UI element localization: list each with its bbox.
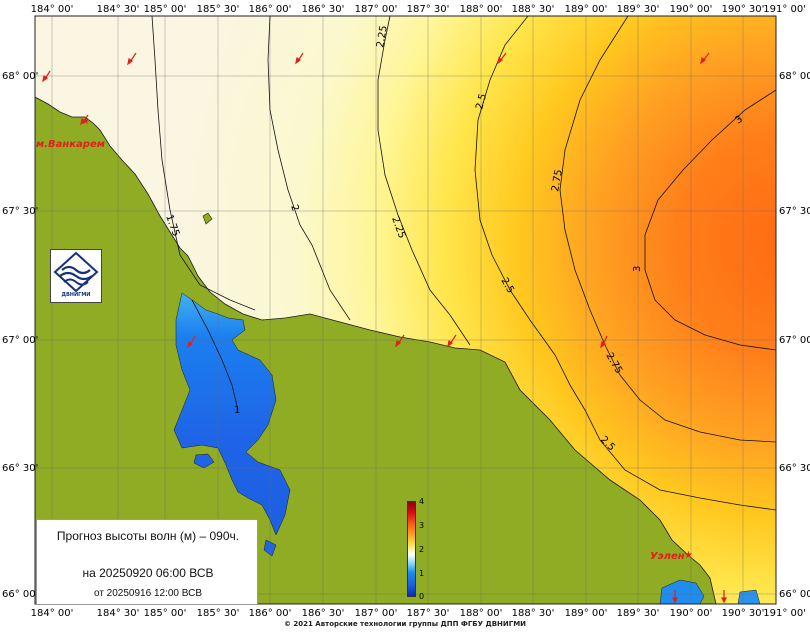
- colorbar-tick: 2: [419, 545, 425, 554]
- forecast-issued-date: от 20250916 12:00 ВСВ: [93, 588, 202, 599]
- longitude-label: 190° 30': [722, 4, 765, 15]
- isoline-1: [191, 299, 239, 411]
- longitude-label: 188° 00': [460, 608, 503, 619]
- contour-label: 3: [632, 266, 643, 272]
- latitude-label: 68° 00': [2, 71, 38, 82]
- map-frame: [34, 15, 777, 605]
- contour-label: 2: [288, 203, 301, 213]
- contour-label: 2.5: [474, 93, 489, 111]
- colorbar-tick: 4: [419, 497, 425, 506]
- longitude-label: 187° 30': [407, 4, 450, 15]
- dvnigmi-logo: ДВНИГМИ: [50, 249, 102, 303]
- latitude-label: 67° 00': [2, 335, 38, 346]
- wave-direction-arrow-icon: [600, 335, 608, 349]
- longitude-label: 190° 00': [670, 608, 713, 619]
- latitude-labels-right: 68° 00' 67° 30' 67° 00' 66° 30' 66° 00': [779, 71, 810, 600]
- longitude-label: 188° 00': [460, 4, 503, 15]
- wave-height-isolines: [151, 15, 777, 511]
- forecast-title: Прогноз высоты волн (м) – 090ч.: [56, 529, 240, 543]
- wave-direction-arrow-icon: [42, 70, 51, 83]
- longitude-label: 189° 30': [617, 608, 660, 619]
- contour-label: 1: [234, 405, 240, 416]
- longitude-label: 186° 30': [302, 608, 345, 619]
- longitude-label: 185° 00': [144, 608, 187, 619]
- contour-label: 2.25: [375, 25, 390, 49]
- wave-height-colorbar: [407, 501, 416, 597]
- isoline-3: [644, 89, 777, 351]
- wave-direction-arrow-icon: [80, 114, 89, 126]
- longitude-labels-bottom: 184° 00' 184° 30' 185° 00' 185° 30' 186°…: [31, 608, 806, 619]
- longitude-label: 189° 00': [565, 608, 608, 619]
- latitude-label: 67° 30': [2, 206, 38, 217]
- longitude-label: 187° 00': [355, 4, 398, 15]
- latitude-label: 67° 30': [779, 206, 810, 217]
- isoline-2-5: [474, 15, 777, 511]
- contour-label: 3: [733, 114, 745, 127]
- wave-direction-arrow-icon: [295, 52, 304, 65]
- forecast-info-panel: Прогноз высоты волн (м) – 090ч. на 20250…: [36, 519, 258, 605]
- longitude-label: 184° 30': [97, 4, 140, 15]
- longitude-label: 191° 00': [763, 608, 806, 619]
- longitude-label: 189° 00': [565, 4, 608, 15]
- copyright-note: © 2021 Авторские технологии группы ДПП Ф…: [283, 620, 527, 628]
- wave-direction-arrow-icon: [395, 334, 405, 348]
- colorbar-tick: 1: [419, 569, 425, 578]
- place-marker-icon: ★: [684, 550, 693, 561]
- longitude-label: 188° 30': [512, 608, 555, 619]
- isoline-2-25: [377, 15, 471, 346]
- latitude-label: 66° 00': [779, 589, 810, 600]
- latitude-label: 66° 00': [2, 589, 38, 600]
- wave-direction-arrow-icon: [700, 52, 710, 65]
- isoline-1-75: [151, 15, 256, 311]
- longitude-label: 188° 30': [512, 4, 555, 15]
- wave-direction-arrow-icon: [447, 334, 457, 348]
- place-marker-icon: ★: [81, 116, 90, 127]
- wave-direction-arrow-icon: [672, 590, 678, 604]
- forecast-valid-date: на 20250920 06:00 ВСВ: [82, 566, 214, 580]
- wave-direction-arrows: [42, 52, 727, 604]
- longitude-labels-top: 184° 00' 184° 30' 185° 00' 185° 30' 186°…: [31, 4, 806, 15]
- contour-label: 2.75: [550, 169, 565, 193]
- longitude-label: 191° 00': [763, 4, 806, 15]
- longitude-label: 186° 00': [249, 4, 292, 15]
- land-area: [34, 96, 717, 605]
- latitude-labels-left: 68° 00' 67° 30' 67° 00' 66° 30' 66° 00': [2, 71, 38, 600]
- wave-direction-arrow-icon: [187, 335, 196, 349]
- latitude-label: 67° 00': [779, 335, 810, 346]
- wave-direction-arrow-icon: [497, 52, 507, 65]
- graticule: [35, 16, 776, 604]
- island: [202, 212, 213, 225]
- lagoon-islet: [193, 453, 215, 469]
- longitude-label: 184° 00': [31, 608, 74, 619]
- longitude-label: 185° 30': [197, 4, 240, 15]
- longitude-label: 186° 30': [302, 4, 345, 15]
- logo-text: ДВНИГМИ: [61, 292, 91, 298]
- place-label-uelen: Уэлен: [650, 551, 685, 562]
- isoline-2-75: [559, 15, 777, 443]
- coastal-lake: [737, 589, 761, 605]
- place-label-vankarem: м.Ванкарем: [36, 139, 105, 150]
- colorbar-tick: 0: [419, 592, 425, 601]
- lagoon: [173, 292, 291, 536]
- wave-direction-arrow-icon: [721, 590, 727, 604]
- wave-direction-arrow-icon: [127, 52, 137, 66]
- dvnigmi-logo-icon: [53, 251, 99, 293]
- latitude-label: 68° 00': [779, 71, 810, 82]
- longitude-label: 186° 00': [249, 608, 292, 619]
- longitude-label: 190° 00': [670, 4, 713, 15]
- longitude-label: 187° 00': [355, 608, 398, 619]
- latitude-label: 66° 30': [2, 463, 38, 474]
- longitude-label: 190° 30': [722, 608, 765, 619]
- longitude-label: 184° 00': [31, 4, 74, 15]
- longitude-label: 187° 30': [407, 608, 450, 619]
- latitude-label: 66° 30': [779, 463, 810, 474]
- longitude-label: 185° 00': [144, 4, 187, 15]
- colorbar-tick: 3: [419, 521, 425, 530]
- longitude-label: 184° 30': [97, 608, 140, 619]
- longitude-label: 185° 30': [197, 608, 240, 619]
- longitude-label: 189° 30': [617, 4, 660, 15]
- isoline-2: [267, 15, 351, 321]
